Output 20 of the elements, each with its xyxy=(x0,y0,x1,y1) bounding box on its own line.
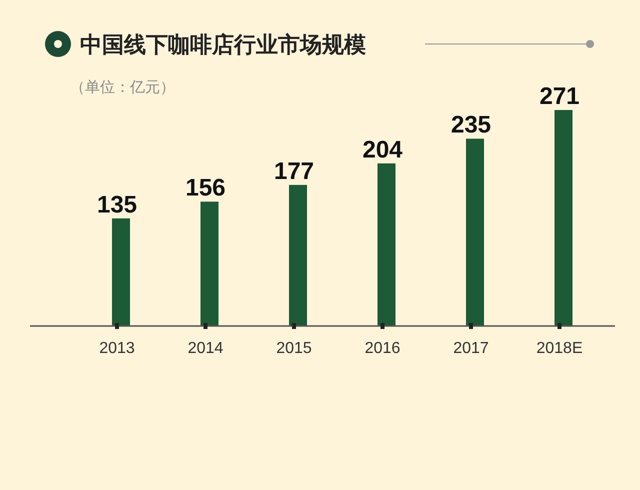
bar xyxy=(378,163,396,326)
data-label: 177 xyxy=(274,158,314,185)
bar xyxy=(554,110,572,326)
data-label: 204 xyxy=(362,136,404,164)
x-tick-label: 2018E xyxy=(536,340,583,357)
bar xyxy=(466,138,484,326)
data-label: 156 xyxy=(185,174,226,202)
bar xyxy=(112,218,130,326)
chart-subtitle: （单位：亿元） xyxy=(70,79,175,96)
x-tick-label: 2015 xyxy=(276,340,312,357)
data-label: 271 xyxy=(539,83,580,110)
x-tick-label: 2017 xyxy=(453,340,489,357)
data-label: 235 xyxy=(450,112,492,139)
bar xyxy=(200,202,218,326)
x-tick-label: 2016 xyxy=(364,340,400,357)
chart-title: 中国线下咖啡店行业市场规模 xyxy=(80,32,366,57)
x-tick-label: 2013 xyxy=(99,340,135,357)
bar xyxy=(289,184,307,326)
x-tick-label: 2014 xyxy=(188,340,224,357)
data-label: 135 xyxy=(96,191,138,218)
